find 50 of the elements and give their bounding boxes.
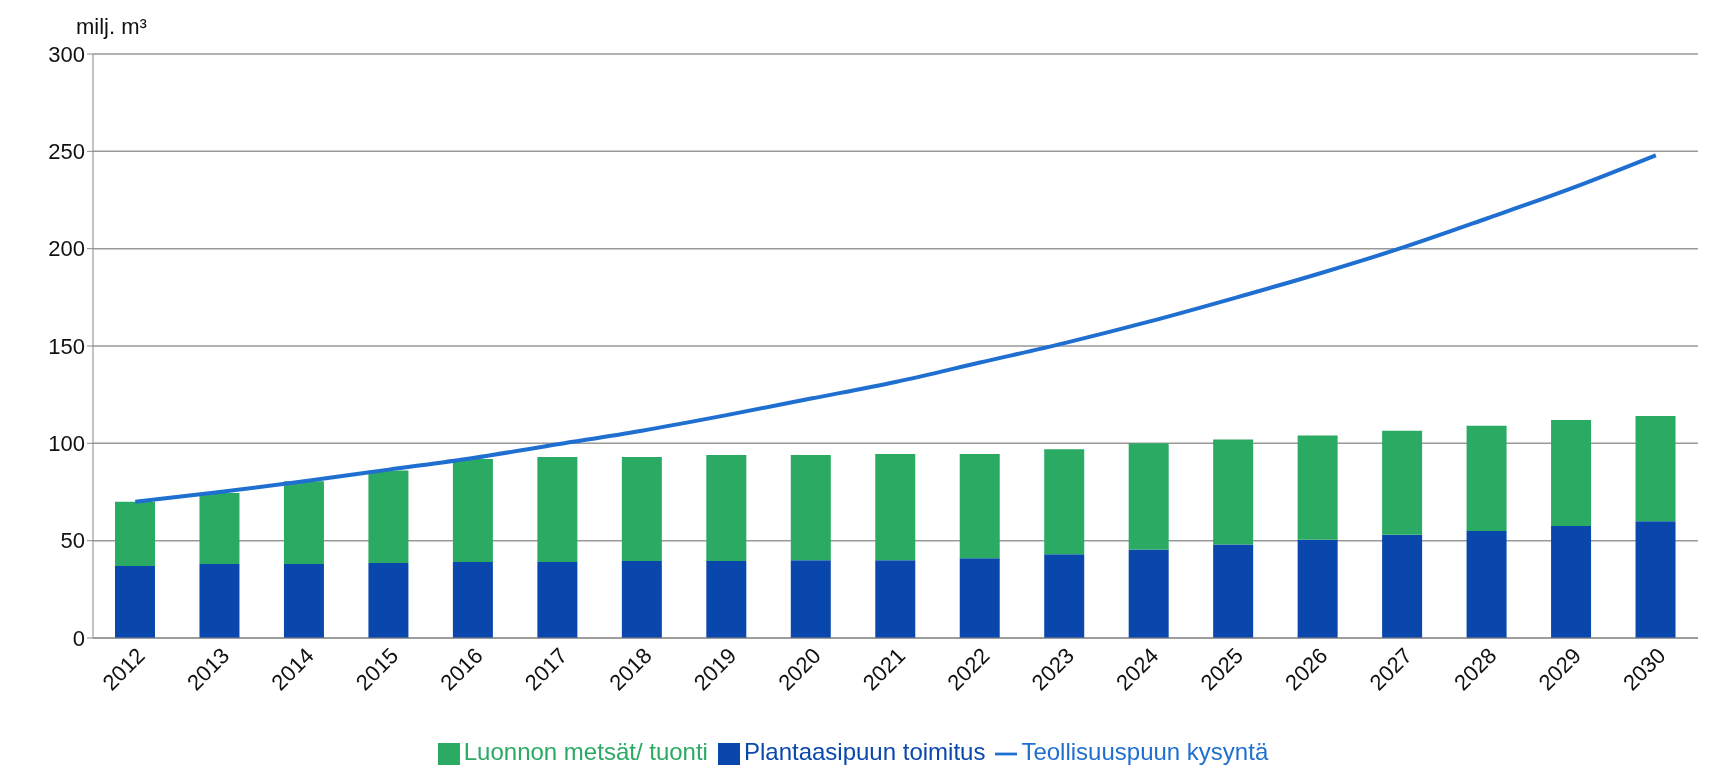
- bar: [199, 564, 240, 638]
- y-tick-label: 200: [48, 236, 85, 262]
- bar: [621, 561, 662, 638]
- bar: [959, 454, 1000, 559]
- bar: [1382, 430, 1423, 535]
- bar: [452, 458, 493, 563]
- line-series: [133, 153, 1658, 504]
- y-axis-title: milj. m³: [76, 14, 147, 40]
- bar: [790, 560, 831, 638]
- bar: [1213, 439, 1254, 545]
- legend-label: Luonnon metsät/ tuonti: [463, 738, 708, 765]
- bar: [706, 455, 747, 562]
- bar: [1297, 539, 1338, 638]
- bar: [1128, 443, 1169, 550]
- legend-label: Teollisuuspuun kysyntä: [1021, 738, 1269, 765]
- bar: [115, 501, 155, 566]
- bar: [115, 565, 155, 638]
- bar: [1635, 521, 1676, 638]
- y-tick-label: 100: [48, 431, 85, 457]
- bar: [368, 470, 409, 564]
- bar: [452, 562, 493, 638]
- y-tick-label: 150: [48, 333, 85, 359]
- bar: [1466, 530, 1507, 638]
- bar: [1635, 416, 1676, 522]
- bar: [1044, 449, 1085, 555]
- bar: [790, 455, 831, 561]
- bar: [199, 492, 240, 565]
- bar: [875, 454, 916, 561]
- bar: [1044, 554, 1085, 638]
- bar: [1551, 526, 1592, 638]
- bar: [283, 564, 324, 638]
- bar: [1551, 419, 1592, 527]
- bar: [959, 558, 1000, 638]
- legend-label: Plantaasipuun toimitus: [743, 738, 986, 765]
- bar: [1297, 435, 1338, 540]
- bar: [537, 456, 578, 563]
- bar: [1213, 544, 1254, 638]
- y-tick-label: 50: [60, 528, 85, 554]
- y-tick-label: 300: [48, 41, 85, 67]
- bar: [283, 481, 324, 565]
- y-tick-label: 250: [48, 139, 85, 165]
- bar: [1466, 425, 1507, 531]
- y-tick-label: 0: [72, 625, 85, 651]
- bar: [706, 561, 747, 638]
- bar: [875, 560, 916, 638]
- bar: [1382, 534, 1423, 638]
- bar: [537, 562, 578, 638]
- bar: [1128, 549, 1169, 638]
- bar: [368, 563, 409, 638]
- bar: [621, 456, 662, 562]
